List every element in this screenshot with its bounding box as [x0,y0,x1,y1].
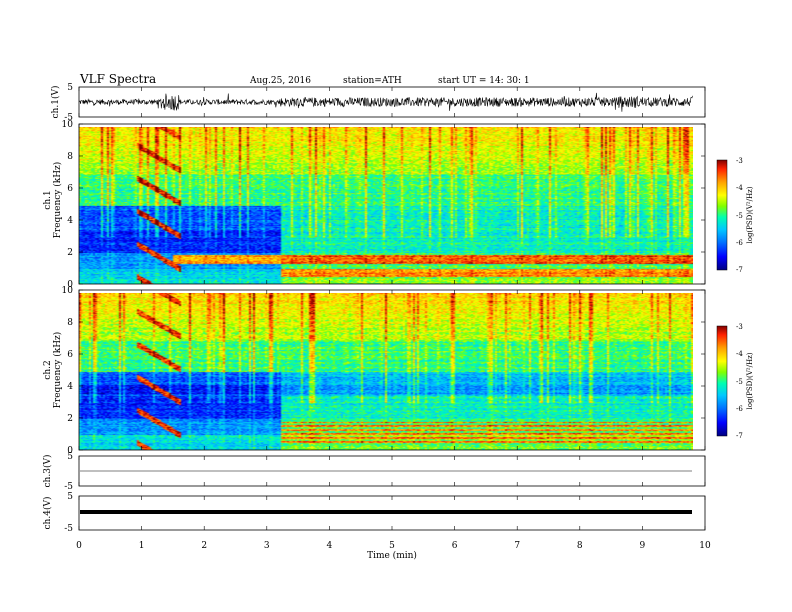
frequency-tick-label: 4 [67,382,73,392]
figure-title: VLF Spectra [79,72,156,86]
ch1-colorbar: -3 -4 -5 -6 -7 log(PSD)(V²/Hz) [716,157,754,274]
frequency-tick-label: 0 [67,446,73,456]
ch1-colorbar-tick: -5 [736,212,743,220]
frequency-tick-label: 6 [67,184,73,194]
ch1-colorbar-frame [716,159,728,271]
ch1-colorbar-label: log(PSD)(V²/Hz) [746,186,754,243]
ch1-colorbar-tick: -4 [736,184,743,192]
ch2-frequency-label: Frequency (kHz) [52,332,63,409]
frequency-tick-label: 0 [67,280,73,290]
time-axis-tick-labels: 0 1 2 3 4 5 6 7 8 9 10 [76,541,711,551]
ch2-spectrogram-image [79,293,693,450]
ch1-colorbar-tick: -6 [736,239,743,247]
frequency-tick-label: 10 [62,286,74,296]
ch1-ytick-bottom: -5 [64,113,73,123]
ch2-colorbar-tick: -5 [736,378,743,386]
time-axis-label: Time (min) [367,550,417,561]
ch3-waveform-panel: 5 -5 ch.3(V) [42,452,706,492]
ch2-spectrogram-yticks: 0 2 4 6 8 10 [62,286,705,456]
ch1-spectrogram-panel: 0 2 4 6 8 10 ch.1 Frequency (kHz) [43,120,706,290]
time-axis-ticks [78,87,706,530]
ch2-colorbar-tick: -3 [736,323,743,331]
figure-date: Aug.25, 2016 [249,76,311,86]
x-tick-label: 0 [76,541,82,551]
ch4-ytick-bottom: -5 [64,524,73,534]
frequency-tick-label: 2 [67,414,73,424]
ch4-ytick-top: 5 [67,492,73,502]
x-tick-label: 5 [389,541,395,551]
x-tick-label: 4 [327,541,333,551]
frequency-tick-label: 8 [67,318,73,328]
ch1-waveform-trace [78,92,693,112]
x-tick-label: 9 [640,541,646,551]
ch2-colorbar-gradient [717,326,727,436]
ch1-spectrogram-image [79,127,693,284]
x-tick-label: 3 [264,541,270,551]
ch2-channel-label: ch.2 [43,360,53,379]
ch1-frequency-label: Frequency (kHz) [52,162,63,239]
ch1-waveform-panel: 5 -5 ch.1(V) [50,83,706,123]
x-tick-label: 6 [452,541,458,551]
ch1-ytick-top: 5 [67,83,73,93]
x-tick-label: 2 [201,541,207,551]
ch2-colorbar: -3 -4 -5 -6 -7 log(PSD)(V²/Hz) [716,323,754,440]
ch1-colorbar-gradient [717,160,727,270]
frequency-tick-label: 10 [62,120,74,130]
x-tick-label: 7 [514,541,520,551]
ch1-channel-label: ch.1 [43,190,53,209]
x-tick-label: 1 [139,541,145,551]
ch3-ytick-top: 5 [67,452,73,462]
ch3-ytick-bottom: -5 [64,482,73,492]
figure-start-time: start UT = 14: 30: 1 [438,76,530,86]
ch1-spectrogram-yticks: 0 2 4 6 8 10 [62,120,705,290]
ch4-waveform-ylabel: ch.4(V) [42,497,53,530]
frequency-tick-label: 2 [67,248,73,258]
ch1-colorbar-tick: -3 [736,157,743,165]
ch2-colorbar-tick: -7 [736,432,743,440]
x-tick-label: 8 [577,541,583,551]
ch2-colorbar-label: log(PSD)(V²/Hz) [746,352,754,409]
ch2-spectrogram-panel: 0 2 4 6 8 10 ch.2 Frequency (kHz) [43,286,706,456]
ch2-colorbar-tick: -6 [736,405,743,413]
x-tick-label: 10 [699,541,711,551]
ch1-colorbar-tick: -7 [736,266,743,274]
frequency-tick-label: 6 [67,350,73,360]
ch4-waveform-panel: 5 -5 ch.4(V) [42,492,706,534]
figure-station: station=ATH [343,76,402,86]
ch3-waveform-ylabel: ch.3(V) [42,455,53,488]
ch1-waveform-ylabel: ch.1(V) [50,86,61,119]
ch2-colorbar-frame [716,325,728,437]
ch2-colorbar-tick: -4 [736,350,743,358]
frequency-tick-label: 4 [67,216,73,226]
frequency-tick-label: 8 [67,152,73,162]
